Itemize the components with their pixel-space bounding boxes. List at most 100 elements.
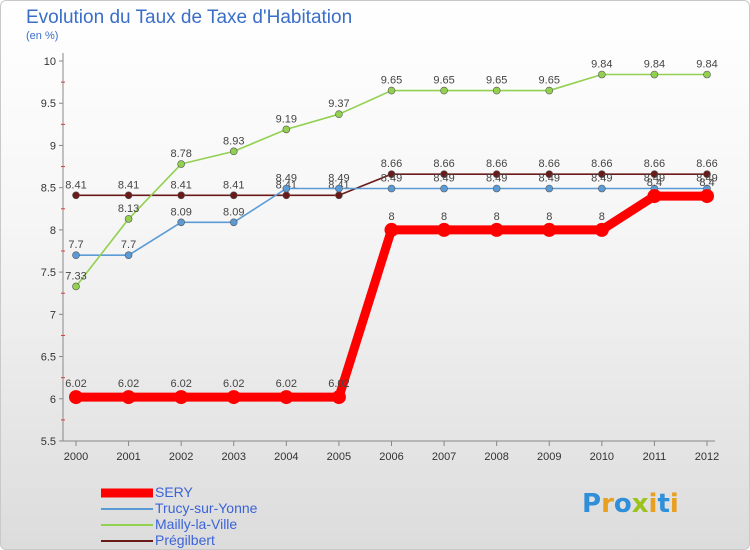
- series-point-3: [700, 189, 714, 204]
- series-point-2: [124, 215, 133, 223]
- x-tick-label: 2012: [695, 451, 719, 463]
- series-point-1: [72, 251, 80, 260]
- series-point-2: [440, 86, 448, 95]
- logo-letter: t: [657, 489, 670, 519]
- data-label: 8.49: [328, 173, 349, 185]
- series-point-2: [72, 282, 80, 291]
- proxiti-logo: Proxiti: [582, 489, 679, 519]
- series-point-0: [440, 170, 448, 178]
- series-point-2: [703, 70, 711, 79]
- data-label: 8.41: [65, 179, 86, 191]
- series-point-0: [229, 191, 238, 200]
- series-point-1: [440, 184, 448, 193]
- legend-swatch: [101, 540, 153, 542]
- legend-label: Prégilbert: [155, 532, 215, 548]
- series-point-0: [545, 170, 554, 178]
- data-label: 9.84: [591, 59, 612, 71]
- data-label: 8: [546, 211, 552, 223]
- series-point-0: [282, 191, 291, 200]
- y-tick-label: 5.5: [41, 436, 56, 448]
- x-tick-label: 2010: [590, 451, 614, 463]
- legend-label: Trucy-sur-Yonne: [155, 500, 258, 516]
- logo-letter: o: [613, 489, 632, 519]
- data-label: 8.41: [170, 179, 191, 191]
- logo-letter: r: [601, 489, 614, 519]
- data-label: 8.49: [433, 173, 454, 185]
- series-point-3: [121, 390, 136, 405]
- data-label: 9.65: [433, 75, 454, 87]
- y-tick-label: 9: [50, 140, 56, 152]
- series-point-2: [229, 147, 238, 156]
- x-tick-label: 2001: [116, 451, 140, 463]
- data-label: 8.4: [699, 177, 714, 189]
- data-label: 8.93: [223, 135, 244, 147]
- x-tick-label: 2004: [274, 451, 298, 463]
- series-point-2: [387, 86, 396, 95]
- legend-label: SERY: [155, 484, 193, 500]
- data-label: 9.84: [644, 59, 665, 71]
- series-point-2: [177, 160, 185, 168]
- data-label: 7.7: [121, 239, 136, 251]
- series-point-1: [387, 184, 396, 193]
- data-label: 7.33: [65, 270, 86, 282]
- series-point-3: [594, 222, 609, 237]
- data-label: 8.41: [223, 179, 244, 191]
- data-label: 8: [494, 211, 500, 223]
- x-tick-label: 2006: [379, 451, 403, 463]
- series-point-0: [492, 170, 501, 178]
- data-label: 8.41: [118, 179, 139, 191]
- data-label: 8.49: [276, 173, 297, 185]
- x-tick-label: 2008: [484, 451, 508, 463]
- data-label: 8.66: [539, 158, 560, 170]
- data-label: 8.66: [644, 158, 665, 170]
- y-tick-label: 9.5: [41, 98, 56, 110]
- data-label: 9.19: [276, 113, 297, 125]
- series-point-3: [384, 222, 399, 237]
- chart-title: Evolution du Taux de Taxe d'Habitation: [26, 7, 353, 28]
- data-label: 8.49: [539, 173, 560, 185]
- data-label: 6.02: [276, 378, 297, 390]
- data-label: 8.09: [170, 206, 191, 218]
- series-point-2: [335, 110, 343, 118]
- data-label: 6.02: [223, 378, 244, 390]
- data-label: 8.13: [118, 203, 139, 215]
- series-point-2: [545, 86, 554, 95]
- data-label: 9.65: [381, 75, 402, 87]
- data-label: 8.66: [696, 158, 717, 170]
- logo-letter: P: [582, 489, 602, 519]
- data-label: 8.49: [486, 173, 507, 185]
- x-tick-label: 2011: [643, 451, 667, 463]
- data-label: 7.7: [68, 239, 83, 251]
- y-tick-label: 7: [50, 309, 56, 321]
- series-point-0: [124, 191, 133, 200]
- x-tick-label: 2002: [169, 451, 193, 463]
- series-point-1: [335, 184, 343, 193]
- y-tick-label: 7.5: [41, 267, 56, 279]
- x-tick-label: 2009: [537, 451, 561, 463]
- x-tick-label: 2005: [327, 451, 351, 463]
- data-label: 8: [388, 211, 394, 223]
- data-label: 8.4: [647, 177, 662, 189]
- y-tick-label: 10: [44, 56, 56, 68]
- data-label: 8.09: [223, 206, 244, 218]
- data-label: 6.02: [328, 378, 349, 390]
- logo-letter: i: [669, 489, 679, 519]
- logo-letter: i: [648, 489, 658, 519]
- y-tick-label: 8: [50, 225, 56, 237]
- series-point-3: [69, 390, 83, 405]
- data-label: 8.66: [591, 158, 612, 170]
- data-label: 9.65: [486, 75, 507, 87]
- legend-swatch: [101, 508, 153, 510]
- series-point-3: [437, 222, 452, 237]
- y-tick-label: 8.5: [41, 183, 56, 195]
- data-label: 8: [599, 211, 605, 223]
- series-point-0: [335, 191, 343, 200]
- data-label: 8.66: [381, 158, 402, 170]
- series-point-3: [174, 390, 189, 405]
- series-point-0: [387, 170, 396, 178]
- data-label: 8.66: [486, 158, 507, 170]
- series-point-1: [229, 218, 238, 227]
- data-label: 8.66: [433, 158, 454, 170]
- data-label: 8.78: [170, 148, 191, 160]
